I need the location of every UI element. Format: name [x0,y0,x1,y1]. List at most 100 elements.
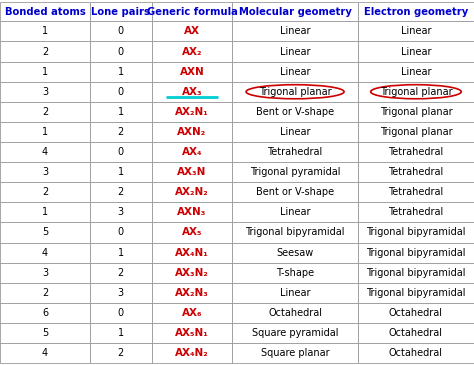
Text: Tetrahedral: Tetrahedral [267,147,323,157]
Bar [232,343,358,363]
Bar [152,42,232,62]
Text: 2: 2 [42,46,48,57]
Bar [232,222,358,242]
Bar [232,283,358,303]
Text: Electron geometry: Electron geometry [364,7,468,16]
Bar [90,142,152,162]
Text: 3: 3 [42,268,48,278]
Text: Trigonal bipyramidal: Trigonal bipyramidal [366,268,465,278]
Text: 1: 1 [118,247,124,258]
Bar [358,2,474,22]
Bar [358,182,474,202]
Text: Octahedral: Octahedral [389,348,443,358]
Bar [90,182,152,202]
Text: Octahedral: Octahedral [389,308,443,318]
Bar [90,343,152,363]
Bar [232,22,358,42]
Text: AX₃N₂: AX₃N₂ [175,268,209,278]
Text: Linear: Linear [280,207,310,218]
Text: AX₅: AX₅ [182,227,202,238]
Bar [232,242,358,263]
Bar [152,102,232,122]
Bar [358,283,474,303]
Text: 0: 0 [118,227,124,238]
Text: 2: 2 [42,107,48,117]
Bar [152,222,232,242]
Bar [0,22,90,42]
Bar [0,283,90,303]
Bar [0,102,90,122]
Bar [232,323,358,343]
Text: Trigonal bipyramidal: Trigonal bipyramidal [366,227,465,238]
Text: AX₄N₂: AX₄N₂ [175,348,209,358]
Text: Trigonal bipyramidal: Trigonal bipyramidal [366,288,465,298]
Bar [90,62,152,82]
Bar [90,42,152,62]
Text: Trigonal pyramidal: Trigonal pyramidal [250,167,340,177]
Bar [0,122,90,142]
Bar [152,2,232,22]
Bar [152,263,232,283]
Text: Trigonal planar: Trigonal planar [380,107,452,117]
Text: Tetrahedral: Tetrahedral [388,147,444,157]
Text: Tetrahedral: Tetrahedral [388,167,444,177]
Text: AX₂N₃: AX₂N₃ [175,288,209,298]
Bar [0,303,90,323]
Text: 1: 1 [118,107,124,117]
Text: AX₂N₁: AX₂N₁ [175,107,209,117]
Text: Square pyramidal: Square pyramidal [252,328,338,338]
Bar [152,242,232,263]
Bar [0,182,90,202]
Text: 3: 3 [118,288,124,298]
Text: 6: 6 [42,308,48,318]
Text: Linear: Linear [280,288,310,298]
Text: Molecular geometry: Molecular geometry [238,7,352,16]
Bar [0,202,90,222]
Text: Octahedral: Octahedral [389,328,443,338]
Bar [358,62,474,82]
Text: 4: 4 [42,147,48,157]
Text: Linear: Linear [280,67,310,77]
Text: AX₅N₁: AX₅N₁ [175,328,209,338]
Bar [358,202,474,222]
Bar [90,82,152,102]
Text: 3: 3 [42,167,48,177]
Text: 5: 5 [42,328,48,338]
Bar [0,343,90,363]
Text: 1: 1 [118,67,124,77]
Text: AX₂: AX₂ [182,46,202,57]
Bar [358,303,474,323]
Bar [232,122,358,142]
Bar [0,323,90,343]
Bar [232,62,358,82]
Bar [358,263,474,283]
Bar [152,162,232,182]
Bar [90,162,152,182]
Bar [0,142,90,162]
Text: 2: 2 [42,288,48,298]
Bar [152,323,232,343]
Text: Bent or V-shape: Bent or V-shape [256,187,334,197]
Text: AX₃: AX₃ [182,87,202,97]
Bar [0,242,90,263]
Bar [152,82,232,102]
Text: Trigonal bipyramidal: Trigonal bipyramidal [246,227,345,238]
Bar [90,303,152,323]
Text: 3: 3 [42,87,48,97]
Text: 0: 0 [118,26,124,36]
Bar [152,182,232,202]
Bar [0,82,90,102]
Bar [232,102,358,122]
Bar [152,343,232,363]
Bar [90,2,152,22]
Text: 1: 1 [118,167,124,177]
Bar [232,2,358,22]
Bar [0,62,90,82]
Text: Linear: Linear [280,46,310,57]
Bar [152,303,232,323]
Bar [232,42,358,62]
Text: 4: 4 [42,247,48,258]
Bar [90,102,152,122]
Bar [358,22,474,42]
Bar [358,82,474,102]
